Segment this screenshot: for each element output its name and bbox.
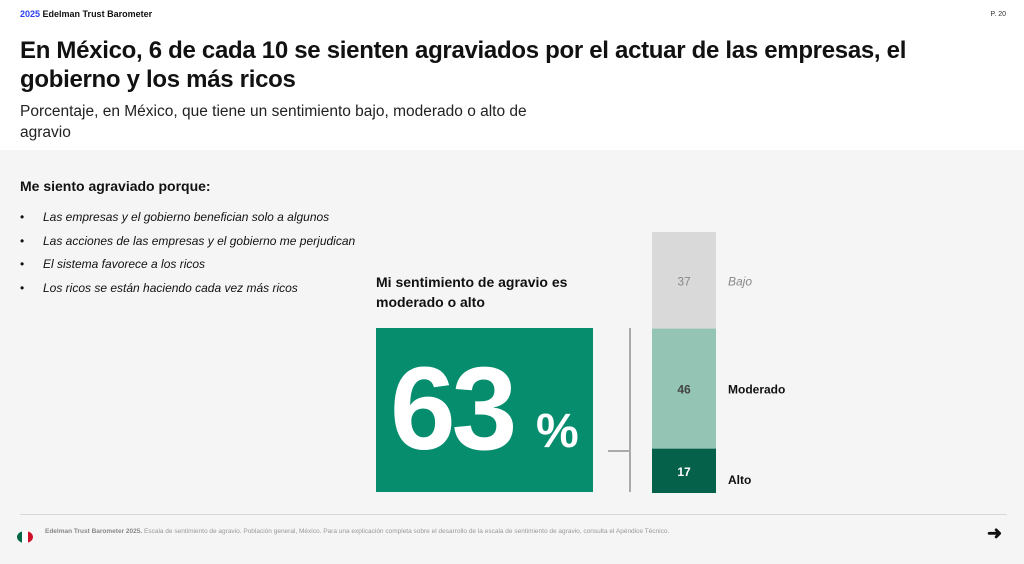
highlight-label: Mi sentimiento de agravio es moderado o … <box>376 274 568 310</box>
mexico-flag-icon <box>17 531 33 543</box>
category-label: Alto <box>728 473 751 487</box>
list-item: Las empresas y el gobierno benefician so… <box>20 210 355 234</box>
data-label: 37 <box>677 274 691 288</box>
reasons-list: Las empresas y el gobierno benefician so… <box>20 210 355 304</box>
list-item: Los ricos se están haciendo cada vez más… <box>20 281 355 305</box>
list-item: Las acciones de las empresas y el gobier… <box>20 234 355 258</box>
page-number: P. 20 <box>990 11 1006 18</box>
source-note: Edelman Trust Barometer 2025. Escala de … <box>45 528 670 535</box>
bar-segment-bajo <box>652 232 716 329</box>
highlight-unit: % <box>536 405 579 458</box>
bar-segment-alto <box>652 448 716 493</box>
bar-segment-moderado <box>652 328 716 449</box>
category-label: Moderado <box>728 383 785 397</box>
page-title: En México, 6 de cada 10 se sienten agrav… <box>20 37 907 93</box>
header-area <box>0 0 1024 150</box>
page-subtitle: Porcentaje, en México, que tiene un sent… <box>20 103 527 141</box>
category-label: Bajo <box>728 274 752 288</box>
brand: 2025 Edelman Trust Barometer <box>20 9 153 19</box>
arrow-right-icon[interactable]: ➜ <box>987 523 1003 543</box>
data-label: 46 <box>677 383 691 397</box>
bracket-connector <box>608 450 630 452</box>
data-label: 17 <box>677 465 691 479</box>
highlight-box: 63 % <box>376 328 593 492</box>
bracket-line <box>629 328 631 492</box>
highlight-value: 63 <box>390 343 517 475</box>
list-item: El sistema favorece a los ricos <box>20 257 355 281</box>
reasons-heading: Me siento agraviado porque: <box>20 178 211 194</box>
footer-divider <box>20 514 1007 515</box>
